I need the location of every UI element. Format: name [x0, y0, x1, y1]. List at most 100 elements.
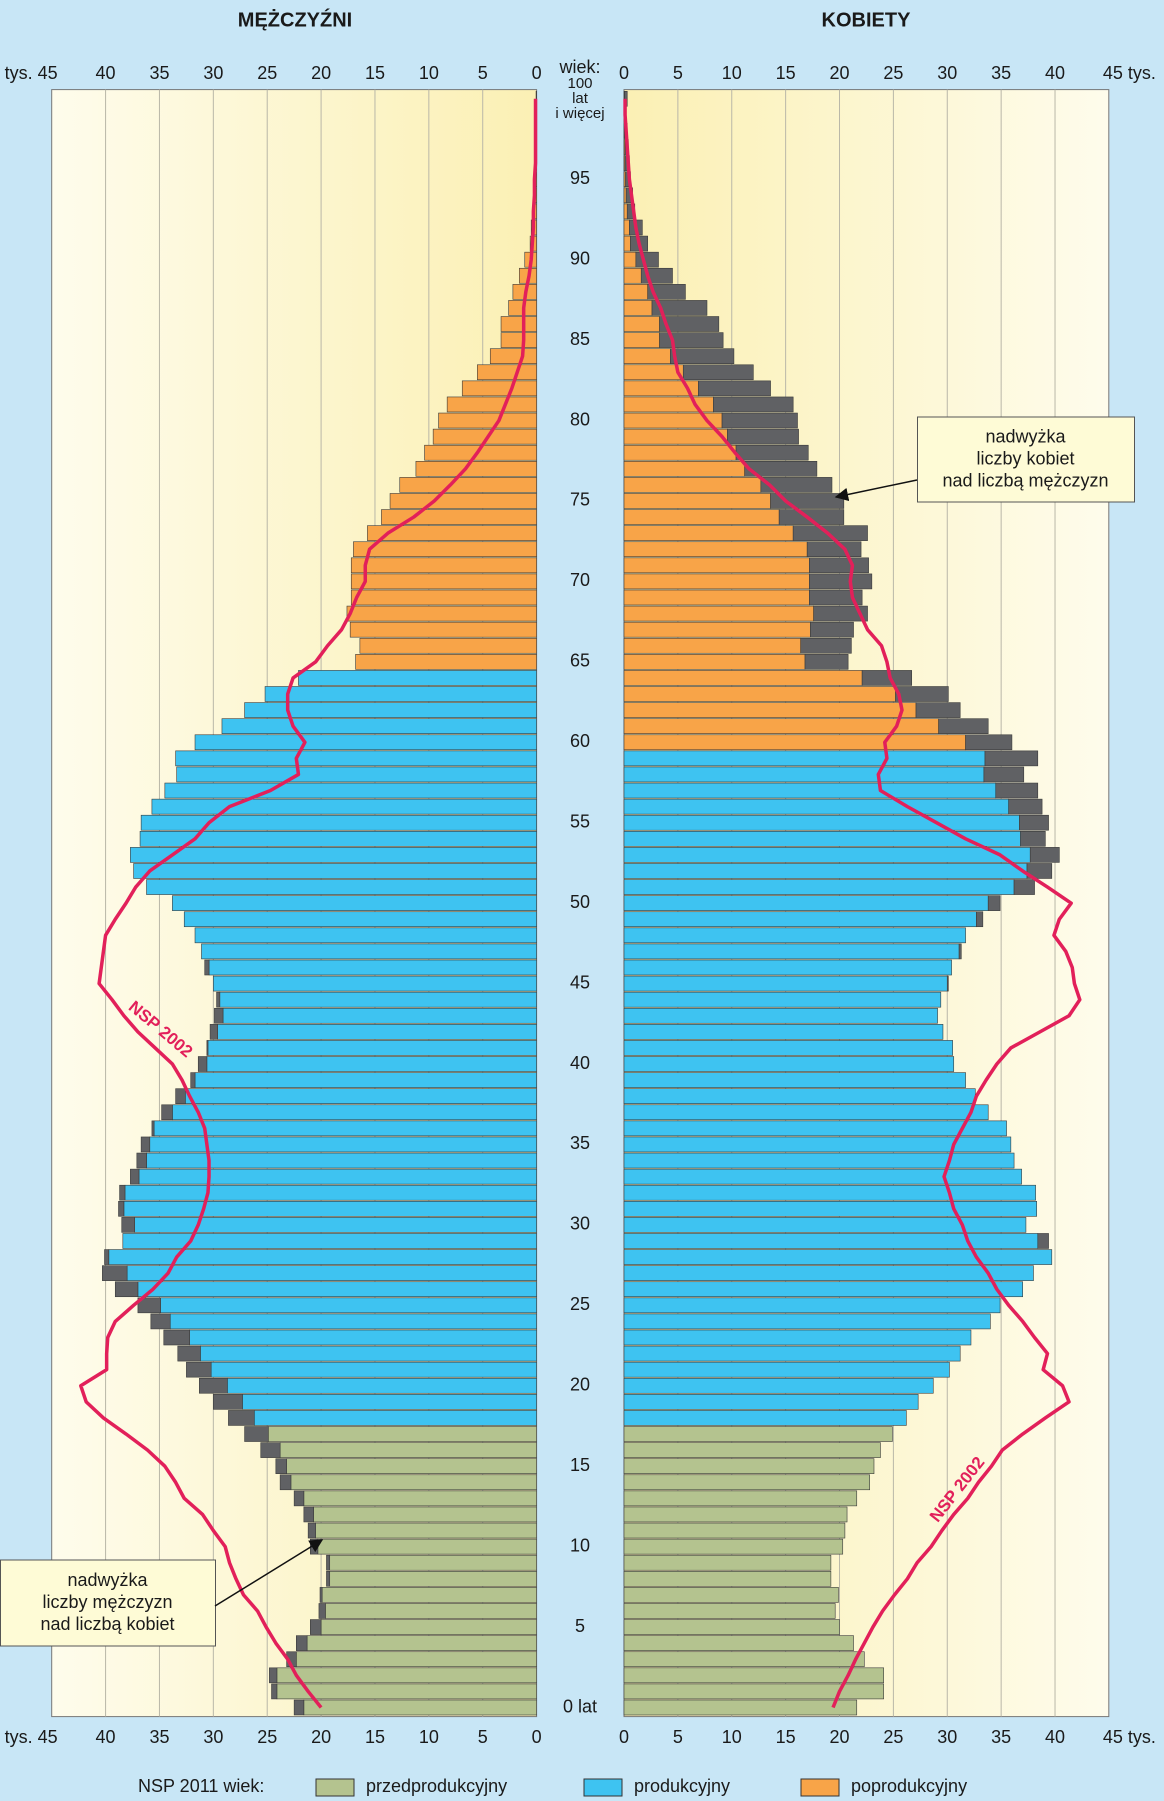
bar — [623, 1587, 839, 1603]
surplus-bar — [269, 1667, 278, 1684]
x-tick-label-top: 20 — [829, 63, 849, 83]
x-tick-label-top: 0 — [619, 63, 629, 83]
x-tick-label-top: 30 — [203, 63, 223, 83]
bar — [623, 975, 948, 992]
surplus-bar — [114, 1281, 139, 1298]
annotation-text: nadwyżka liczby mężczyzn nad liczbą kobiet — [40, 1570, 174, 1634]
bar — [217, 1024, 537, 1040]
bar — [623, 1667, 884, 1684]
bar — [623, 654, 806, 670]
bar — [623, 1104, 989, 1121]
bar — [623, 267, 642, 284]
surplus-bar — [190, 1072, 196, 1088]
x-tick-label-top: tys. 45 — [5, 63, 58, 83]
surplus-bar — [271, 1683, 278, 1700]
surplus-bar — [150, 1313, 171, 1330]
bar — [623, 1554, 832, 1571]
surplus-bar — [946, 975, 949, 992]
bar — [623, 734, 966, 751]
surplus-bar — [806, 541, 862, 558]
x-tick-label-bottom: 5 — [478, 1727, 488, 1747]
x-tick-label-bottom: 20 — [829, 1727, 849, 1747]
bar — [623, 428, 728, 445]
surplus-bar — [915, 702, 961, 718]
bar — [623, 1313, 991, 1330]
bar — [164, 782, 537, 799]
age-tick-label: 45 — [570, 972, 590, 992]
bar — [623, 573, 810, 590]
age-tick-label: 30 — [570, 1214, 590, 1234]
bar — [623, 300, 653, 316]
surplus-bar — [976, 911, 984, 928]
bar — [207, 1040, 537, 1056]
bar — [446, 396, 537, 413]
bar — [623, 1635, 854, 1651]
bar — [355, 654, 537, 670]
bar — [623, 477, 762, 493]
x-tick-label-bottom: 5 — [673, 1727, 683, 1747]
bar — [477, 364, 537, 381]
bar — [623, 1651, 865, 1668]
bar — [399, 477, 537, 493]
bar — [264, 686, 537, 702]
bar — [227, 1377, 537, 1394]
age-tick-label: 90 — [570, 248, 590, 268]
age-tick-label: 85 — [570, 329, 590, 349]
x-tick-label-top: 35 — [991, 63, 1011, 83]
bar — [176, 766, 537, 783]
surplus-bar — [744, 461, 818, 477]
annotation-arrow — [834, 479, 918, 502]
bar — [623, 284, 649, 300]
bar — [623, 364, 684, 381]
bar — [623, 1088, 976, 1104]
surplus-bar — [1020, 831, 1046, 847]
bar — [461, 380, 537, 397]
bar — [623, 1120, 1007, 1137]
surplus-bar — [698, 380, 771, 397]
bar — [123, 1201, 537, 1217]
bar — [623, 1072, 966, 1088]
x-tick-label-top: 35 — [149, 63, 169, 83]
bar — [438, 412, 537, 429]
bar — [623, 1249, 1053, 1265]
surplus-bar — [137, 1297, 161, 1314]
surplus-bar — [965, 734, 1013, 751]
bar — [279, 1442, 537, 1458]
surplus-bar — [118, 1201, 125, 1217]
age-tick-label: 25 — [570, 1294, 590, 1314]
bar — [623, 621, 811, 638]
surplus-bar — [275, 1458, 287, 1474]
age-tick-label: 70 — [570, 570, 590, 590]
bar — [623, 847, 1031, 863]
age-tick-label: 55 — [570, 811, 590, 831]
age-tick-label: 100 lat i więcej — [555, 75, 604, 122]
surplus-bar — [1029, 847, 1060, 863]
surplus-bar — [326, 1554, 331, 1571]
bar — [415, 461, 537, 477]
x-tick-label-top: 30 — [937, 63, 957, 83]
bar — [194, 734, 537, 751]
bar — [623, 1458, 875, 1474]
x-tick-label-top: 15 — [776, 63, 796, 83]
bar — [623, 959, 952, 976]
bar — [623, 831, 1021, 847]
x-tick-label-bottom: 10 — [722, 1727, 742, 1747]
bar — [317, 1538, 537, 1555]
bar — [153, 1120, 537, 1137]
x-tick-label-top: 10 — [722, 63, 742, 83]
surplus-bar — [163, 1329, 190, 1346]
x-tick-label-top: 45 tys. — [1103, 63, 1156, 83]
bar — [623, 1007, 938, 1024]
age-tick-label: 10 — [570, 1535, 590, 1555]
bar — [623, 605, 814, 622]
age-tick-label: 80 — [570, 409, 590, 429]
surplus-bar — [1037, 1233, 1049, 1249]
bar — [623, 686, 896, 702]
bar — [623, 1265, 1034, 1281]
x-tick-label-bottom: 20 — [311, 1727, 331, 1747]
surplus-bar — [307, 1522, 317, 1539]
surplus-bar — [861, 670, 913, 686]
age-tick-label: 95 — [570, 168, 590, 188]
bar — [367, 525, 537, 541]
bar — [623, 1394, 919, 1410]
